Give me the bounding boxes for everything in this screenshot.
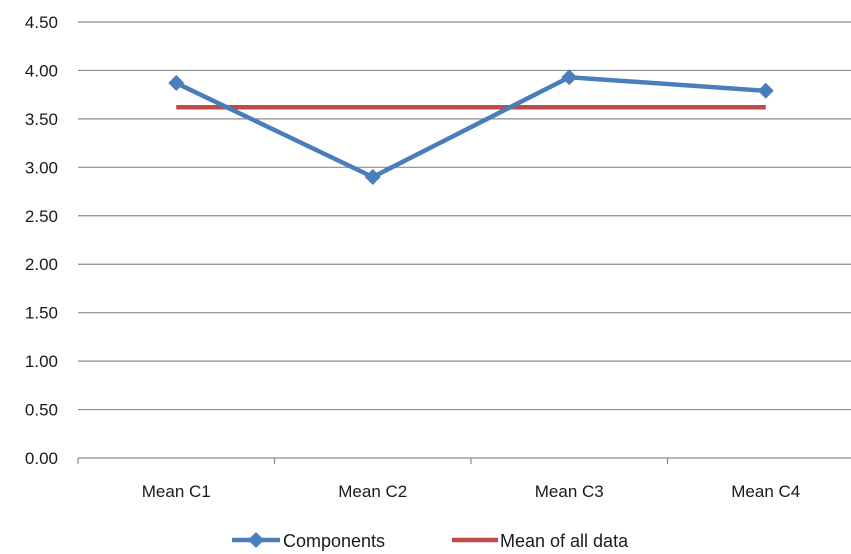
- series-line-components: [175, 74, 766, 180]
- x-tick-label: Mean C3: [535, 482, 604, 501]
- y-tick-label: 0.00: [25, 449, 58, 468]
- legend-label-mean-of-all-data: Mean of all data: [500, 531, 629, 551]
- data-point-marker: [561, 69, 578, 86]
- data-point-marker: [757, 82, 774, 99]
- series-group: [168, 69, 774, 186]
- y-tick-label: 1.00: [25, 352, 58, 371]
- x-axis-tick-labels: Mean C1 Mean C2 Mean C3 Mean C4: [142, 482, 800, 501]
- y-tick-label: 0.50: [25, 401, 58, 420]
- x-tick-label: Mean C4: [731, 482, 800, 501]
- y-axis-tick-labels: 0.00 0.50 1.00 1.50 2.00 2.50 3.00 3.50 4.00 4.50: [25, 13, 58, 468]
- x-tick-label: Mean C1: [142, 482, 211, 501]
- data-point-marker: [168, 75, 185, 92]
- y-tick-label: 2.50: [25, 207, 58, 226]
- legend-label-components: Components: [283, 531, 385, 551]
- legend-marker-components: [248, 532, 264, 548]
- gridlines: [77, 21, 851, 464]
- y-tick-label: 3.50: [25, 110, 58, 129]
- y-tick-label: 4.50: [25, 13, 58, 32]
- data-point-marker: [364, 169, 381, 186]
- y-tick-label: 2.00: [25, 255, 58, 274]
- y-tick-label: 1.50: [25, 304, 58, 323]
- y-tick-label: 3.00: [25, 158, 58, 177]
- y-tick-label: 4.00: [25, 61, 58, 80]
- x-tick-label: Mean C2: [338, 482, 407, 501]
- legend: Components Mean of all data: [232, 531, 629, 551]
